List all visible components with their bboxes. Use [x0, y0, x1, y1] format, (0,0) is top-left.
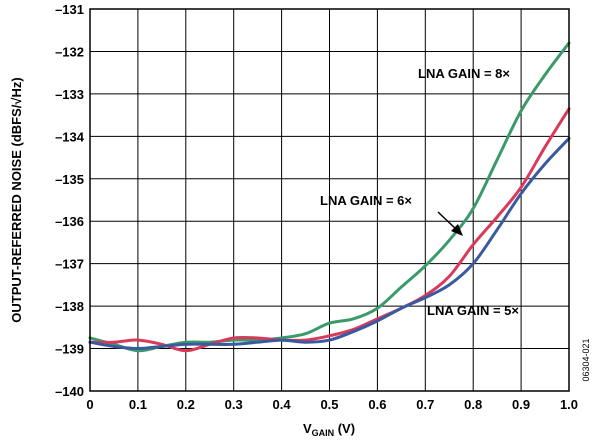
- plot-frame: [89, 8, 570, 392]
- x-axis-title-main: V: [303, 421, 312, 436]
- x-tick-label: 0.5: [320, 397, 338, 412]
- y-tick-label: –137: [55, 257, 84, 272]
- y-tick-label: –139: [55, 342, 84, 357]
- x-tick-label: 0: [86, 397, 93, 412]
- x-tick-label: 0.1: [129, 397, 147, 412]
- annotation-lna-gain-5x: LNA GAIN = 5×: [427, 303, 519, 318]
- x-tick-label: 0.6: [368, 397, 386, 412]
- y-tick-label: –135: [55, 172, 84, 187]
- x-tick-label: 0.3: [225, 397, 243, 412]
- x-tick-label: 0.8: [464, 397, 482, 412]
- x-tick-label: 0.2: [177, 397, 195, 412]
- x-tick-label: 0.7: [416, 397, 434, 412]
- y-tick-label: –133: [55, 87, 84, 102]
- y-tick-label: –138: [55, 299, 84, 314]
- annotation-lna-gain-8x: LNA GAIN = 8×: [418, 66, 510, 81]
- y-tick-label: –140: [55, 384, 84, 399]
- series-line-lna-gain-5x: [88, 136, 571, 351]
- x-tick-label: 1.0: [560, 397, 578, 412]
- x-axis-title: VGAIN (V): [303, 421, 355, 438]
- annotation-lna-gain-6x: LNA GAIN = 6×: [320, 193, 412, 208]
- figure-id: 06304-021: [581, 338, 591, 381]
- y-axis-title: OUTPUT-REFERRED NOISE (dBFS/√Hz): [9, 77, 24, 322]
- x-tick-label: 0.4: [273, 397, 292, 412]
- x-axis-title-tail: (V): [334, 421, 355, 436]
- y-tick-label: –131: [55, 2, 84, 17]
- y-tick-labels: –140 –139 –138 –137 –136 –135 –134 –133 –132 –131: [55, 2, 85, 399]
- y-tick-label: –134: [55, 129, 85, 144]
- y-tick-label: –136: [55, 214, 84, 229]
- x-tick-label: 0.9: [512, 397, 530, 412]
- y-tick-label: –132: [55, 44, 84, 59]
- annotation-arrowhead-6x: [451, 224, 463, 236]
- x-axis-title-sub: GAIN: [312, 428, 335, 438]
- x-tick-labels: 0 0.1 0.2 0.3 0.4 0.5 0.6 0.7 0.8 0.9 1.0: [86, 397, 578, 412]
- series-layer: [88, 41, 571, 353]
